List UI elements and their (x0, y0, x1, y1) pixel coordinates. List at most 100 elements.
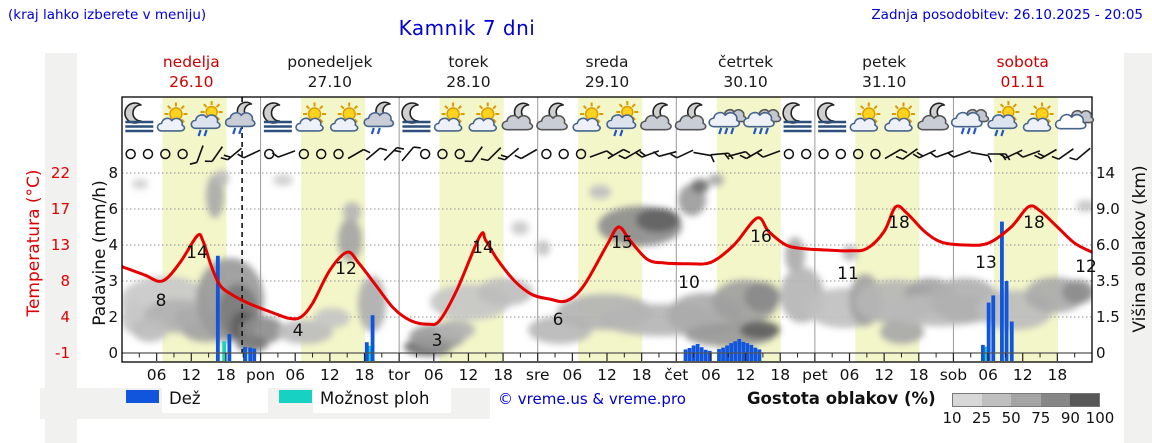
density-tick-label: 50 (1001, 409, 1021, 427)
day-abbr-label: tor (388, 366, 411, 384)
rain-bar (248, 347, 253, 361)
page-title: Kamnik 7 dni (398, 16, 536, 40)
wind-barb-icon (947, 150, 971, 158)
temperature-value-label: 8 (156, 291, 167, 311)
weather-icon-moon-fog (782, 102, 812, 133)
cloud-blob (477, 278, 533, 306)
rain-bar (243, 347, 247, 361)
rain-bar (745, 343, 750, 361)
wind-barb-icon (1034, 148, 1057, 160)
cloud-blob (314, 308, 350, 328)
wind-calm-icon (419, 148, 431, 160)
day-name-sreda: sreda (585, 53, 629, 71)
cloud-blob (691, 179, 709, 193)
rain-bar (1004, 281, 1009, 361)
density-tick-label: 10 (942, 409, 962, 427)
temperature-value-label: 18 (888, 213, 910, 233)
time-label: 06 (978, 366, 998, 384)
temperature-value-label: 10 (678, 273, 700, 293)
cloud-blob (708, 174, 724, 186)
temperature-curve (122, 204, 1092, 327)
wind-barb-icon (884, 148, 908, 160)
cloud-blob (435, 320, 475, 340)
rain-bar (733, 341, 738, 361)
wind-calm-icon (575, 148, 587, 160)
weather-icon-sun-cloud (156, 102, 188, 132)
cloud-blob (343, 202, 361, 222)
rain-bar (227, 334, 232, 361)
wind-barb-icon (1016, 150, 1041, 158)
wind-calm-icon (852, 148, 864, 160)
temp-axis-tick: 22 (50, 164, 70, 182)
cloud-blob (589, 185, 611, 199)
density-tick-label: 100 (1085, 409, 1115, 427)
wind-barb-icon (497, 147, 520, 161)
rain-bar (729, 343, 734, 361)
rain-bar (252, 348, 257, 361)
copyright-link[interactable]: © vreme.us & vreme.pro (498, 390, 686, 408)
temp-axis-tick: -1 (55, 344, 70, 362)
temperature-value-label: 13 (975, 253, 997, 273)
cloud-blob (636, 208, 680, 232)
cloud-blob (132, 318, 168, 342)
time-label: 18 (908, 366, 929, 384)
density-tick-label: 90 (1060, 409, 1080, 427)
weather-icon-sun-cloud (329, 102, 361, 132)
temperature-value-label: 15 (611, 233, 633, 253)
day-abbr-label: sre (525, 366, 550, 384)
wind-barb-icon (607, 148, 631, 160)
day-name-torek: torek (448, 53, 489, 71)
shower-bar (222, 341, 227, 361)
day-abbr-label: pet (802, 366, 828, 384)
wind-barb-icon (204, 146, 224, 163)
wind-barb-icon (589, 150, 614, 158)
wind-barb-icon (271, 150, 296, 158)
time-label: 12 (181, 366, 202, 384)
rain-legend-label: Dež (169, 389, 201, 408)
shower-bar (983, 346, 988, 361)
weather-icon-cloud-rain (950, 108, 990, 135)
time-label: 12 (874, 366, 894, 384)
wind-barb-icon (895, 148, 918, 160)
wind-barb-icon (670, 149, 694, 159)
day-date: 29.10 (584, 73, 630, 91)
cloud-layer (122, 170, 1092, 356)
time-label: 06 (701, 366, 721, 384)
rain-bar (1009, 321, 1014, 361)
cloud-axis-tick: 1.5 (1096, 308, 1120, 326)
wind-barb-icon (220, 147, 242, 161)
density-segment (1069, 394, 1100, 406)
day-date: 28.10 (446, 73, 491, 91)
temperature-value-label: 12 (1075, 257, 1097, 277)
weather-icon-cloud-rain (743, 108, 782, 135)
time-label: 18 (631, 366, 652, 384)
rain-legend-chip (162, 387, 268, 413)
temp-axis-tick: 13 (50, 236, 70, 254)
rain-bar (717, 349, 721, 361)
cloud-blob (1076, 200, 1092, 212)
weather-icon-sun-cloud (884, 102, 915, 132)
cloud-blob (740, 321, 780, 339)
precip-axis-tick: 2 (108, 308, 118, 326)
time-label: 18 (1047, 366, 1068, 384)
density-segment (982, 394, 1012, 406)
precip-axis-tick: 8 (108, 164, 118, 182)
weather-icon-sun-cloud (849, 102, 881, 132)
shower-legend-chip (313, 387, 451, 413)
day-date: 01.11 (1000, 73, 1045, 91)
wind-barb-icon (652, 150, 677, 158)
wind-calm-icon (160, 148, 171, 160)
time-label: 18 (770, 366, 791, 384)
weather-icon-moon-fog (401, 102, 431, 133)
temp-axis-tick: 4 (60, 308, 70, 326)
density-tick-label: 75 (1031, 409, 1051, 427)
wind-calm-icon (870, 148, 881, 160)
wind-barb-icon (383, 146, 405, 161)
cloud-blob (842, 245, 858, 261)
wind-barb-icon (237, 149, 261, 159)
temp-axis-tick: 8 (60, 272, 70, 290)
cloud-axis-tick: 3.5 (1096, 272, 1120, 290)
day-name-nedelja: nedelja (162, 53, 220, 71)
weather-icon-moon-fog (817, 102, 847, 133)
